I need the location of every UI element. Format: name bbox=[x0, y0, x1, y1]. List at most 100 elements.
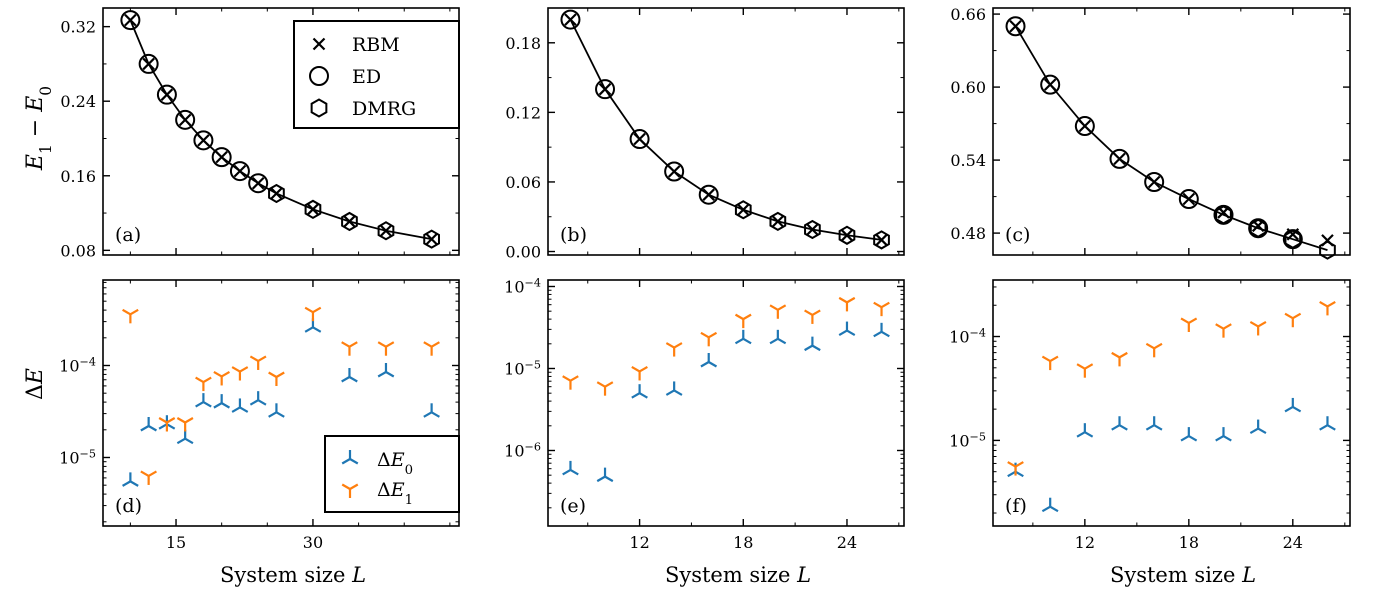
panel-b-line bbox=[569, 19, 882, 241]
panel-f-de1-point-5-spoke-2 bbox=[1180, 317, 1190, 324]
panel-b-frame bbox=[547, 7, 905, 256]
panel-c-rbm-point-1-b bbox=[1043, 78, 1057, 91]
panel-d-de0-point-0-spoke-1 bbox=[122, 480, 131, 487]
panel-f-de0-point-8 bbox=[1284, 397, 1302, 413]
panel-f-de0-point-6-spoke-1 bbox=[1215, 435, 1225, 442]
panel-d-de1-point-10-spoke-1 bbox=[348, 341, 358, 348]
panel-d-de0-point-2-spoke-2 bbox=[166, 423, 176, 430]
panel-f-de1-point-6-spoke-2 bbox=[1215, 323, 1225, 330]
panel-f-de0-point-8-spoke-2 bbox=[1292, 405, 1302, 413]
panel-a-frame bbox=[102, 7, 460, 256]
panel-d-de0-point-12 bbox=[423, 403, 440, 418]
panel-c-rbm-point-6-b bbox=[1217, 206, 1230, 219]
panel-f-de1-point-8 bbox=[1284, 312, 1302, 328]
panel-d-de0-point-5-spoke-1 bbox=[213, 402, 223, 409]
panel-d-de1-point-3-spoke-2 bbox=[176, 417, 186, 424]
panel-c-rbm-point-2-b bbox=[1078, 119, 1092, 133]
panel-e-de0-point-8-spoke-2 bbox=[846, 329, 856, 337]
panel-d-de1-point-8-spoke-2 bbox=[268, 371, 277, 378]
panel-e-de0-point-3-spoke-2 bbox=[673, 389, 683, 396]
panel-c-ed-point-4 bbox=[1144, 171, 1165, 192]
panel-d-de0-point-5-spoke-2 bbox=[221, 402, 231, 409]
panel-b-ed-point-1 bbox=[595, 79, 616, 100]
legend-dmrg-hexagon-icon bbox=[310, 98, 328, 118]
panel-d-de0-point-9-spoke-2 bbox=[312, 326, 322, 333]
panel-e-de1-point-3-spoke-2 bbox=[665, 342, 675, 349]
panel-d-de0-point-3 bbox=[176, 429, 194, 445]
panel-e-de1-point-3-spoke-1 bbox=[673, 342, 683, 349]
panel-e-de1-point-6 bbox=[769, 304, 787, 319]
panel-a-rbm-point-6-b bbox=[233, 164, 247, 178]
panel-a-ed-point-4 bbox=[193, 130, 214, 151]
panel-f-de0-point-7-spoke-2 bbox=[1257, 427, 1267, 435]
panel-e-de0-point-1 bbox=[596, 467, 614, 483]
panel-f-de0-point-1 bbox=[1041, 497, 1059, 513]
panel-d-de1-point-11 bbox=[377, 341, 395, 356]
panel-d-de1-point-1-spoke-1 bbox=[148, 470, 157, 477]
panel-f-de0-point-7-spoke-1 bbox=[1249, 427, 1259, 435]
panel-f-de0-point-2-spoke-2 bbox=[1084, 431, 1094, 438]
panel-a-ed-point-6 bbox=[229, 161, 250, 182]
panel-b-ytick-label-3: 0.18 bbox=[505, 34, 541, 53]
panel-e-xtick-label-1: 18 bbox=[733, 533, 753, 552]
panel-e-de0-point-9 bbox=[873, 322, 890, 338]
panel-f-de1-point-0 bbox=[1007, 461, 1024, 476]
panel-f-de1-point-1-spoke-2 bbox=[1041, 355, 1051, 363]
panel-b-rbm-point-5-b bbox=[737, 203, 750, 217]
panel-b-rbm-point-4-b bbox=[702, 188, 715, 201]
panel-c-rbm-point-2 bbox=[1078, 119, 1092, 133]
axes-layer bbox=[102, 7, 1351, 527]
panel-e-de0-point-0 bbox=[562, 460, 579, 476]
panel-f-de0-point-2-spoke-1 bbox=[1076, 431, 1086, 438]
panel-d-de0-point-1 bbox=[140, 416, 157, 432]
panel-e-de1-point-8 bbox=[838, 296, 856, 312]
panel-f-de0-point-3-spoke-2 bbox=[1118, 424, 1128, 431]
panel-e-de1-point-4 bbox=[700, 331, 718, 347]
panel-d-de0-point-11 bbox=[377, 362, 395, 378]
panel-b-ed-point-2 bbox=[629, 129, 650, 150]
panel-f-de1-point-1-spoke-1 bbox=[1049, 355, 1059, 363]
panel-d-de1-point-7-spoke-2 bbox=[249, 355, 259, 362]
panel-b-rbm-point-6-b bbox=[771, 215, 785, 228]
panel-e-de0-point-7-spoke-1 bbox=[804, 344, 813, 352]
panel-d-de0-point-7 bbox=[249, 391, 267, 406]
panel-d-de1-point-4-spoke-1 bbox=[202, 376, 212, 384]
panel-f-de0-point-5-spoke-1 bbox=[1180, 435, 1190, 442]
panel-c-dmrg-point-2 bbox=[1284, 229, 1302, 249]
panel-d-ytick-label-0: 10−5 bbox=[59, 447, 96, 468]
panel-f-de1-point-9-spoke-1 bbox=[1326, 300, 1336, 308]
panel-a-rbm-point-9 bbox=[306, 203, 320, 216]
panel-e-xtick-label-2: 24 bbox=[837, 533, 857, 552]
panel-c-ytick-label-3: 0.66 bbox=[950, 5, 986, 24]
panel-e-de0-point-6-spoke-1 bbox=[769, 337, 779, 345]
panel-e-de1-point-3 bbox=[665, 342, 683, 357]
panel-e-de0-point-5-spoke-2 bbox=[742, 337, 752, 345]
panel-e-de0-point-5-spoke-1 bbox=[734, 337, 744, 345]
panel-e-de1-point-7-spoke-1 bbox=[811, 309, 821, 316]
panel-c-line bbox=[1014, 25, 1328, 251]
panel-e-de0-point-8 bbox=[838, 321, 856, 337]
panel-b-rbm-point-0 bbox=[564, 13, 577, 26]
panel-a-dmrg-point-3 bbox=[377, 221, 395, 241]
panel-d-de1-point-10 bbox=[341, 341, 358, 356]
panel-a-ed-point-7 bbox=[248, 173, 269, 194]
panel-a-ytick-label-1: 0.16 bbox=[60, 167, 96, 186]
panel-f-de0-point-8-spoke-1 bbox=[1284, 405, 1294, 413]
panel-d-de1-point-6 bbox=[231, 366, 249, 381]
panel-a-rbm-point-9-b bbox=[306, 203, 320, 216]
panel-c-ytick-label-0: 0.48 bbox=[950, 224, 986, 243]
panel-f-de1-point-3-spoke-2 bbox=[1111, 351, 1121, 359]
panel-a-ed-point-2 bbox=[156, 84, 177, 105]
panel-a-ed-point-3 bbox=[175, 109, 196, 130]
panel-d-de1-point-2 bbox=[158, 417, 176, 432]
panel-d-de1-point-1 bbox=[140, 470, 157, 485]
panel-d-frame bbox=[102, 279, 460, 527]
panel-f-de0-point-0-spoke-2 bbox=[1014, 470, 1024, 478]
panel-f-de1-point-5-spoke-1 bbox=[1188, 317, 1198, 324]
panel-a-ed-point-0 bbox=[120, 10, 141, 31]
panel-d-de1-point-0-spoke-1 bbox=[129, 308, 139, 316]
panel-d-label: (d) bbox=[115, 495, 142, 517]
panel-e-de0-point-9-spoke-1 bbox=[873, 330, 883, 338]
